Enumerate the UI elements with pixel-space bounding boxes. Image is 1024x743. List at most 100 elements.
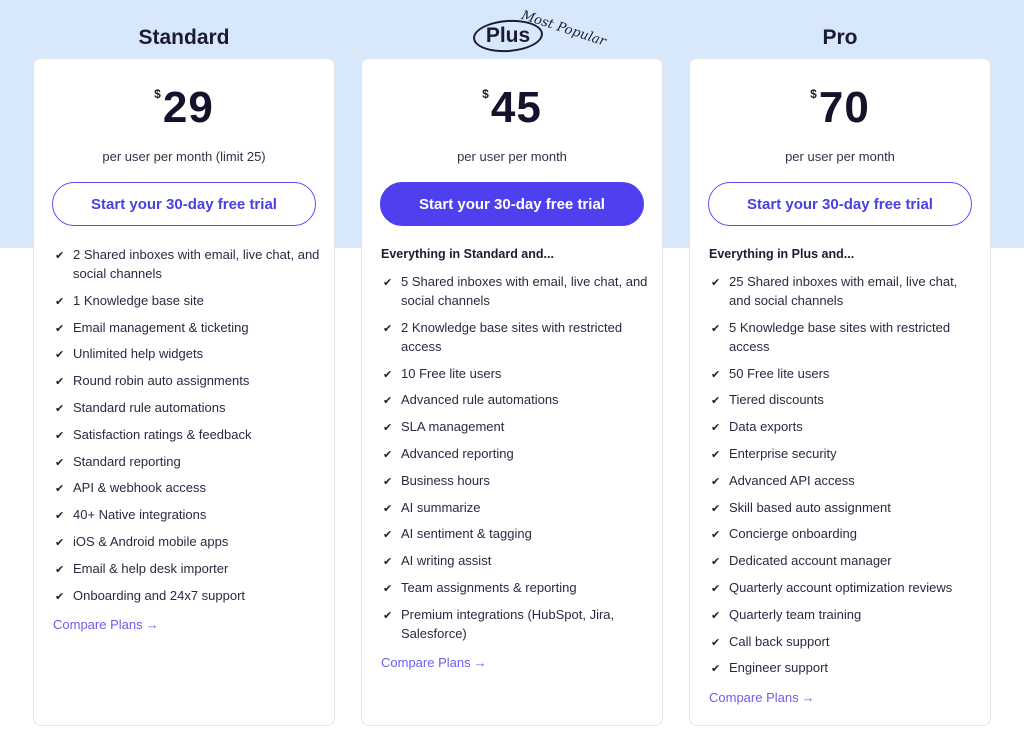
- feature-text: Team assignments & reporting: [401, 579, 577, 595]
- check-icon: ✔: [711, 529, 721, 542]
- feature-item: ✔ Satisfaction ratings & feedback: [53, 425, 323, 444]
- check-icon: ✔: [383, 422, 393, 435]
- check-icon: ✔: [383, 395, 393, 408]
- check-icon: ✔: [711, 448, 721, 461]
- plan-price: $29: [34, 83, 334, 133]
- check-icon: ✔: [383, 475, 393, 488]
- feature-text: 25 Shared inboxes with email, live chat,…: [729, 274, 958, 308]
- feature-item: ✔ API & webhook access: [53, 478, 323, 497]
- feature-item: ✔ Tiered discounts: [709, 390, 979, 409]
- feature-item: ✔ Quarterly team training: [709, 605, 979, 624]
- check-icon: ✔: [55, 295, 65, 308]
- feature-text: Onboarding and 24x7 support: [73, 587, 246, 603]
- plan-price: $45: [362, 83, 662, 133]
- feature-item: ✔ Team assignments & reporting: [381, 578, 651, 597]
- feature-item: ✔ Advanced API access: [709, 471, 979, 490]
- feature-item: ✔ 25 Shared inboxes with email, live chat…: [709, 272, 979, 310]
- check-icon: ✔: [55, 250, 65, 262]
- compare-plans-link[interactable]: Compare Plans →: [709, 690, 815, 705]
- check-icon: ✔: [711, 502, 721, 515]
- check-icon: ✔: [55, 510, 65, 523]
- start-trial-button-standard[interactable]: Start your 30-day free trial: [52, 182, 316, 226]
- feature-heading: Everything in Standard and...: [381, 247, 554, 261]
- check-icon: ✔: [55, 349, 65, 362]
- currency-symbol: $: [810, 87, 817, 101]
- feature-text: Email management & ticketing: [73, 319, 249, 335]
- plan-name-plus: Plus: [471, 17, 545, 56]
- feature-text: Engineer support: [729, 660, 829, 676]
- check-icon: ✔: [711, 422, 721, 435]
- check-icon: ✔: [55, 376, 65, 389]
- check-icon: ✔: [55, 429, 65, 442]
- feature-item: ✔ Data exports: [709, 417, 979, 436]
- plan-name-standard: Standard: [138, 26, 230, 49]
- feature-text: 1 Knowledge base site: [73, 292, 204, 308]
- feature-text: Tiered discounts: [729, 392, 824, 408]
- check-icon: ✔: [711, 609, 721, 622]
- check-icon: ✔: [383, 448, 393, 461]
- check-icon: ✔: [711, 556, 721, 569]
- feature-item: ✔ 10 Free lite users: [381, 364, 651, 383]
- plan-name-pro: Pro: [822, 26, 858, 49]
- check-icon: ✔: [711, 395, 721, 408]
- feature-text: API & webhook access: [73, 480, 206, 496]
- feature-text: Business hours: [401, 472, 490, 488]
- feature-list: ✔ 25 Shared inboxes with email, live chat…: [709, 272, 979, 685]
- check-icon: ✔: [383, 556, 393, 569]
- feature-text: AI summarize: [401, 499, 481, 515]
- check-icon: ✔: [711, 475, 721, 488]
- check-icon: ✔: [711, 277, 721, 289]
- feature-text: Advanced reporting: [401, 445, 514, 461]
- price-amount: 29: [162, 83, 214, 132]
- price-period: per user per month (limit 25): [102, 149, 266, 164]
- feature-text: Email & help desk importer: [73, 560, 229, 576]
- price-period: per user per month: [785, 149, 895, 164]
- start-trial-button-plus[interactable]: Start your 30-day free trial: [380, 182, 644, 226]
- price-period: per user per month: [457, 149, 567, 164]
- feature-text: Call back support: [729, 633, 830, 649]
- feature-text: 40+ Native integrations: [73, 507, 207, 523]
- check-icon: ✔: [55, 563, 65, 576]
- start-trial-button-pro[interactable]: Start your 30-day free trial: [708, 182, 972, 226]
- plan-card-plus: $45 per user per month Start your 30-day…: [361, 58, 663, 726]
- price-amount: 70: [818, 83, 870, 132]
- arrow-right-icon: →: [473, 655, 487, 670]
- feature-text: 10 Free lite users: [401, 365, 502, 381]
- feature-text: AI sentiment & tagging: [401, 526, 532, 542]
- feature-item: ✔ Standard rule automations: [53, 398, 323, 417]
- feature-item: ✔ Round robin auto assignments: [53, 371, 323, 390]
- feature-item: ✔ 1 Knowledge base site: [53, 291, 323, 310]
- feature-item: ✔ 40+ Native integrations: [53, 505, 323, 524]
- feature-item: ✔ Email management & ticketing: [53, 318, 323, 337]
- feature-item: ✔ 50 Free lite users: [709, 364, 979, 383]
- feature-text: Skill based auto assignment: [729, 499, 891, 515]
- feature-text: AI writing assist: [401, 553, 492, 569]
- feature-item: ✔ Call back support: [709, 632, 979, 651]
- compare-plans-label: Compare Plans: [53, 617, 143, 632]
- compare-plans-link[interactable]: Compare Plans →: [53, 617, 159, 632]
- feature-text: 5 Knowledge base sites with restricted a…: [729, 319, 951, 354]
- feature-item: ✔ AI summarize: [381, 498, 651, 517]
- feature-list: ✔ 5 Shared inboxes with email, live chat,…: [381, 272, 651, 651]
- feature-item: ✔ Advanced rule automations: [381, 390, 651, 409]
- feature-item: ✔ Concierge onboarding: [709, 524, 979, 543]
- currency-symbol: $: [154, 87, 161, 101]
- price-amount: 45: [490, 83, 542, 132]
- check-icon: ✔: [711, 663, 721, 676]
- feature-text: Data exports: [729, 419, 803, 435]
- feature-list: ✔ 2 Shared inboxes with email, live chat,…: [53, 245, 323, 612]
- feature-text: SLA management: [401, 419, 505, 435]
- check-icon: ✔: [383, 502, 393, 515]
- feature-item: ✔ 5 Knowledge base sites with restricted …: [709, 318, 979, 356]
- compare-plans-link[interactable]: Compare Plans →: [381, 655, 487, 670]
- check-icon: ✔: [55, 483, 65, 496]
- feature-item: ✔ 5 Shared inboxes with email, live chat,…: [381, 272, 651, 310]
- check-icon: ✔: [55, 536, 65, 549]
- feature-text: Standard rule automations: [73, 399, 226, 415]
- check-icon: ✔: [55, 456, 65, 469]
- feature-item: ✔ iOS & Android mobile apps: [53, 532, 323, 551]
- feature-text: Advanced API access: [729, 472, 855, 488]
- feature-item: ✔ AI writing assist: [381, 551, 651, 570]
- feature-item: ✔ AI sentiment & tagging: [381, 524, 651, 543]
- feature-text: iOS & Android mobile apps: [73, 533, 229, 549]
